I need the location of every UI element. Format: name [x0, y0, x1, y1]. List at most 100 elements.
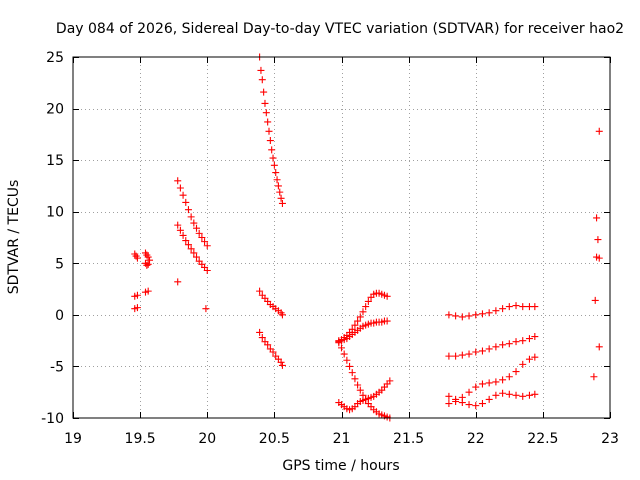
data-point [472, 383, 480, 391]
data-point [485, 345, 493, 353]
data-point [203, 267, 211, 275]
data-point [383, 317, 391, 325]
data-point [505, 373, 513, 381]
y-tick-label: 15 [46, 153, 64, 169]
x-tick-label: 19 [64, 431, 82, 447]
data-point [531, 333, 539, 341]
data-point [525, 391, 533, 399]
x-tick-label: 19.5 [125, 431, 156, 447]
data-point [354, 381, 362, 389]
data-point [265, 127, 273, 135]
data-point [519, 392, 527, 400]
data-point [445, 311, 453, 319]
series-seg11 [256, 53, 286, 207]
data-point [277, 358, 285, 366]
data-point [359, 308, 367, 316]
series-seg12 [256, 287, 286, 319]
data-point [492, 307, 500, 315]
data-point [144, 260, 152, 268]
data-point [182, 237, 190, 245]
x-axis-label: GPS time / hours [282, 458, 399, 474]
data-point [531, 390, 539, 398]
data-point [595, 343, 603, 351]
data-point [264, 341, 272, 349]
x-tick-label: 21.5 [393, 431, 424, 447]
data-point [512, 302, 520, 310]
data-point [356, 386, 364, 394]
data-point [458, 351, 466, 359]
data-point [278, 199, 286, 207]
series-seg5 [141, 259, 152, 269]
series-seg8 [174, 221, 211, 275]
data-point [590, 373, 598, 381]
y-tick-label: 10 [46, 205, 64, 221]
series-seg13 [256, 328, 286, 369]
data-point [144, 253, 152, 261]
data-point [174, 221, 182, 229]
data-point [269, 348, 277, 356]
series-seg2 [131, 291, 141, 300]
data-point [277, 194, 285, 202]
grid-lines [73, 57, 610, 418]
data-point [278, 311, 286, 319]
y-tick-label: 0 [55, 308, 64, 324]
data-point [346, 362, 354, 370]
data-point [452, 312, 460, 320]
data-point [176, 226, 184, 234]
data-point [465, 401, 473, 409]
y-tick-labels: -10 -5 0 5 10 15 20 25 [41, 50, 64, 427]
data-point [499, 341, 507, 349]
data-point [593, 253, 601, 261]
data-point [203, 242, 211, 250]
data-point [270, 161, 278, 169]
data-point [445, 400, 453, 408]
series-seg21 [445, 389, 539, 410]
data-point [512, 391, 520, 399]
data-point [274, 182, 282, 190]
data-point [445, 352, 453, 360]
x-tick-label: 20.5 [259, 431, 290, 447]
data-point [594, 236, 602, 244]
data-point [144, 287, 152, 295]
data-point [356, 313, 364, 321]
data-point [465, 350, 473, 358]
data-point [362, 303, 370, 311]
data-point [458, 313, 466, 321]
axis-ticks [73, 57, 611, 419]
series-seg18 [445, 302, 539, 321]
data-point [201, 238, 209, 246]
data-point [525, 335, 533, 343]
data-point [193, 253, 201, 261]
series-seg1 [131, 250, 141, 262]
data-point [174, 278, 182, 286]
data-point [512, 368, 520, 376]
data-point [348, 369, 356, 377]
data-point [176, 184, 184, 192]
data-point [478, 380, 486, 388]
data-point [445, 392, 453, 400]
data-point [472, 348, 480, 356]
data-point [519, 360, 527, 368]
series-seg14 [335, 289, 391, 345]
data-point [258, 334, 266, 342]
data-point [198, 234, 206, 241]
data-point [133, 254, 141, 262]
data-point [485, 379, 493, 387]
series-seg6 [141, 287, 152, 296]
data-point [505, 303, 513, 311]
series-seg7 [174, 177, 211, 250]
y-tick-label: 20 [46, 102, 64, 118]
x-tick-labels: 19 19.5 20 20.5 21 21.5 22 22.5 23 [64, 431, 619, 447]
data-point [182, 198, 190, 206]
series-seg17 [335, 377, 394, 414]
data-point [386, 377, 394, 385]
series-seg19 [445, 333, 539, 360]
data-point [179, 231, 187, 239]
data-point [174, 177, 182, 185]
data-point [383, 292, 391, 300]
data-point [354, 317, 362, 325]
series-seg15 [335, 317, 391, 346]
data-point [260, 88, 268, 96]
data-point [478, 310, 486, 318]
